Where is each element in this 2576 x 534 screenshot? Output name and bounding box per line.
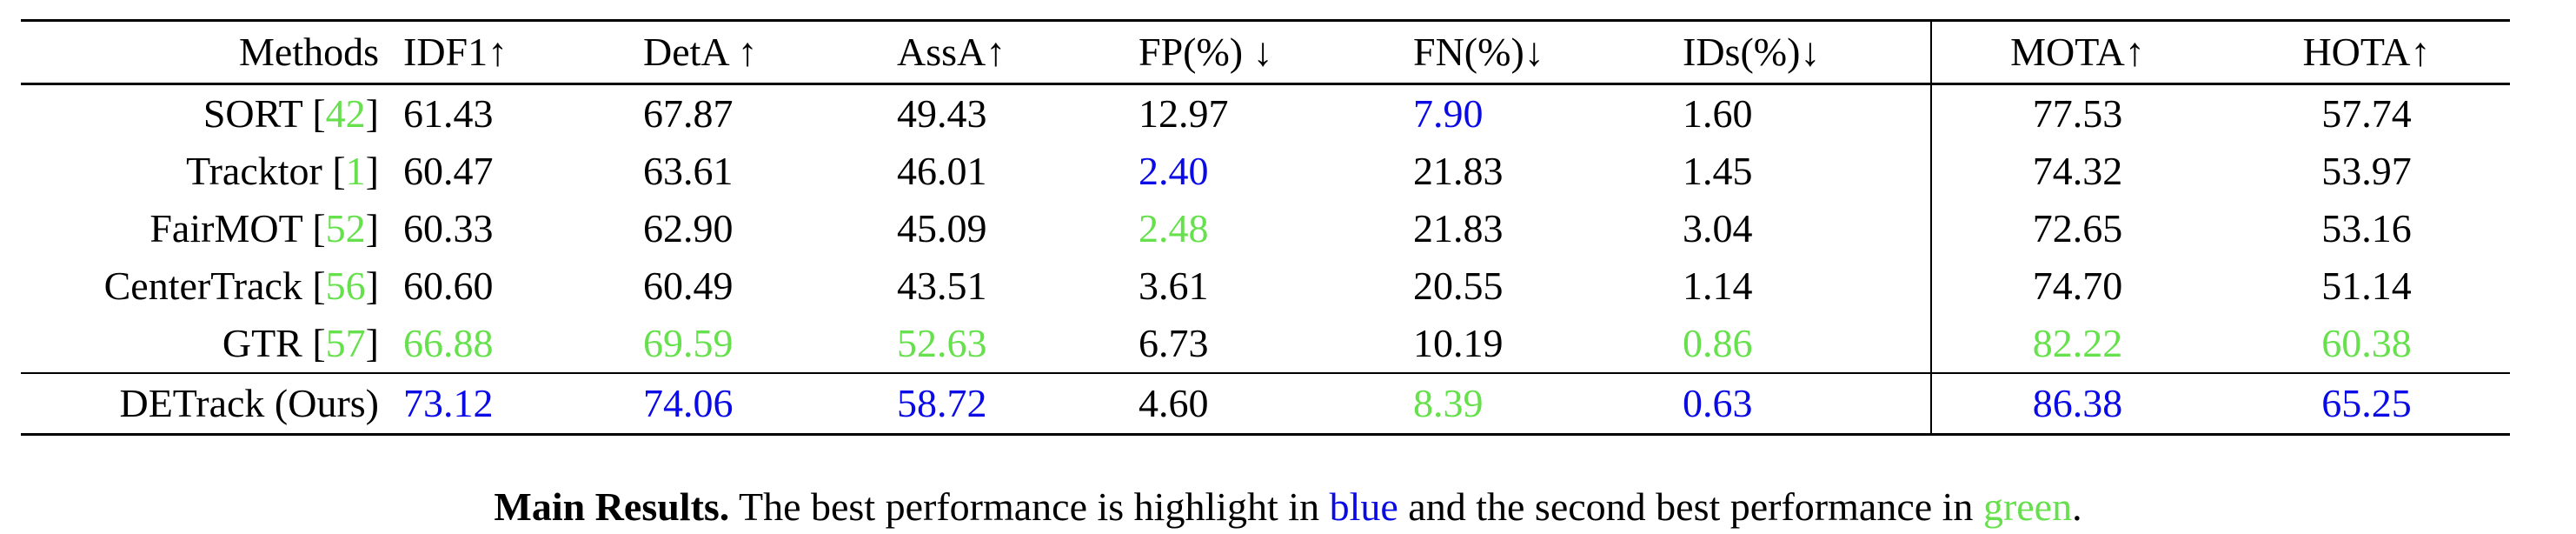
method-name: GTR	[222, 321, 302, 365]
cell-fn: 20.55	[1413, 264, 1504, 308]
cell-deta: 60.49	[643, 264, 734, 308]
cell-deta: 67.87	[643, 91, 734, 136]
citation-link[interactable]: 42	[325, 91, 366, 136]
cell-mota: 82.22	[1930, 315, 2223, 373]
cell-ids: 3.04	[1683, 206, 1753, 250]
header-fp: FP(%) ↓	[1139, 20, 1413, 85]
cell-fp: 3.61	[1139, 264, 1209, 308]
header-idf1: IDF1↑	[403, 20, 643, 85]
cell-ids: 1.60	[1683, 91, 1753, 136]
cell-assa: 43.51	[897, 264, 987, 308]
cell-hota: 65.25	[2223, 372, 2510, 436]
caption-text-end: .	[2072, 484, 2082, 529]
table-row: Tracktor [1] 60.47 63.61 46.01 2.40 21.8…	[21, 143, 2510, 200]
method-cell: CenterTrack [56]	[103, 264, 379, 308]
caption-lead: Main Results.	[494, 484, 730, 529]
caption-text-2: and the second best performance in	[1398, 484, 1983, 529]
method-name: DETrack (Ours)	[119, 381, 379, 425]
cell-ids: 1.14	[1683, 264, 1753, 308]
cell-deta: 63.61	[643, 149, 734, 193]
cell-idf1: 66.88	[403, 321, 494, 365]
table-caption: Main Results. The best performance is hi…	[0, 487, 2576, 527]
caption-text-1: The best performance is highlight in	[729, 484, 1330, 529]
cell-hota: 53.16	[2321, 206, 2412, 250]
table-row: CenterTrack [56] 60.60 60.49 43.51 3.61 …	[21, 257, 2510, 315]
table-row: FairMOT [52] 60.33 62.90 45.09 2.48 21.8…	[21, 200, 2510, 257]
cell-idf1: 61.43	[403, 91, 494, 136]
method-cell: Tracktor [1]	[186, 149, 379, 193]
cell-hota: 60.38	[2321, 321, 2412, 365]
cell-assa: 45.09	[897, 206, 987, 250]
cell-fp: 2.40	[1139, 149, 1209, 193]
cell-fn: 8.39	[1413, 372, 1683, 436]
citation-link[interactable]: 56	[325, 264, 366, 308]
header-ids: IDs(%)↓	[1683, 20, 1931, 85]
method-cell: SORT [42]	[202, 91, 379, 136]
cell-fn: 10.19	[1413, 321, 1504, 365]
table-row: SORT [42] 61.43 67.87 49.43 12.97 7.90 1…	[21, 83, 2510, 143]
cell-assa: 46.01	[897, 149, 987, 193]
cell-fn: 7.90	[1413, 91, 1484, 136]
cell-idf1: 60.47	[403, 149, 494, 193]
cell-ids: 0.63	[1683, 372, 1931, 436]
header-methods: Methods	[21, 20, 403, 85]
cell-deta: 62.90	[643, 206, 734, 250]
cell-deta: 74.06	[643, 372, 897, 436]
header-deta: DetA ↑	[643, 20, 897, 85]
results-table: Methods IDF1↑ DetA ↑ AssA↑ FP(%) ↓ FN(%)…	[21, 19, 2510, 436]
cell-mota: 72.65	[1930, 200, 2223, 257]
cell-ids: 1.45	[1683, 149, 1753, 193]
header-mota: MOTA↑	[1930, 20, 2223, 85]
header-hota: HOTA↑	[2223, 20, 2510, 85]
citation-link[interactable]: 57	[325, 321, 366, 365]
method-cell: DETrack (Ours)	[21, 372, 403, 436]
cell-fp: 4.60	[1139, 372, 1413, 436]
table-row: GTR [57] 66.88 69.59 52.63 6.73 10.19 0.…	[21, 315, 2510, 373]
method-cell: GTR [57]	[222, 321, 379, 365]
caption-green-word: green	[1982, 484, 2073, 529]
cell-mota: 77.53	[1930, 83, 2223, 143]
cell-idf1: 73.12	[403, 372, 643, 436]
table-row-ours: DETrack (Ours) 73.12 74.06 58.72 4.60 8.…	[21, 372, 2510, 436]
citation-link[interactable]: 1	[345, 149, 366, 193]
cell-hota: 57.74	[2321, 91, 2412, 136]
cell-fp: 2.48	[1139, 206, 1209, 250]
citation-link[interactable]: 52	[325, 206, 366, 250]
method-name: Tracktor	[186, 149, 322, 193]
cell-assa: 49.43	[897, 91, 987, 136]
cell-mota: 86.38	[1930, 372, 2223, 436]
cell-deta: 69.59	[643, 321, 734, 365]
cell-mota: 74.70	[1930, 257, 2223, 315]
table-header-row: Methods IDF1↑ DetA ↑ AssA↑ FP(%) ↓ FN(%)…	[21, 20, 2510, 85]
cell-fp: 6.73	[1139, 321, 1209, 365]
cell-hota: 51.14	[2321, 264, 2412, 308]
method-cell: FairMOT [52]	[149, 206, 379, 250]
cell-idf1: 60.33	[403, 206, 494, 250]
method-name: FairMOT	[149, 206, 302, 250]
cell-mota: 74.32	[1930, 143, 2223, 200]
results-table-container: Methods IDF1↑ DetA ↑ AssA↑ FP(%) ↓ FN(%)…	[21, 19, 2510, 436]
cell-fn: 21.83	[1413, 149, 1504, 193]
method-name: SORT	[202, 91, 302, 136]
cell-idf1: 60.60	[403, 264, 494, 308]
method-name: CenterTrack	[103, 264, 302, 308]
header-assa: AssA↑	[897, 20, 1139, 85]
cell-fn: 21.83	[1413, 206, 1504, 250]
caption-blue-word: blue	[1329, 484, 1398, 529]
header-fn: FN(%)↓	[1413, 20, 1683, 85]
cell-assa: 58.72	[897, 372, 1139, 436]
cell-assa: 52.63	[897, 321, 987, 365]
cell-fp: 12.97	[1139, 91, 1229, 136]
cell-hota: 53.97	[2321, 149, 2412, 193]
cell-ids: 0.86	[1683, 321, 1753, 365]
